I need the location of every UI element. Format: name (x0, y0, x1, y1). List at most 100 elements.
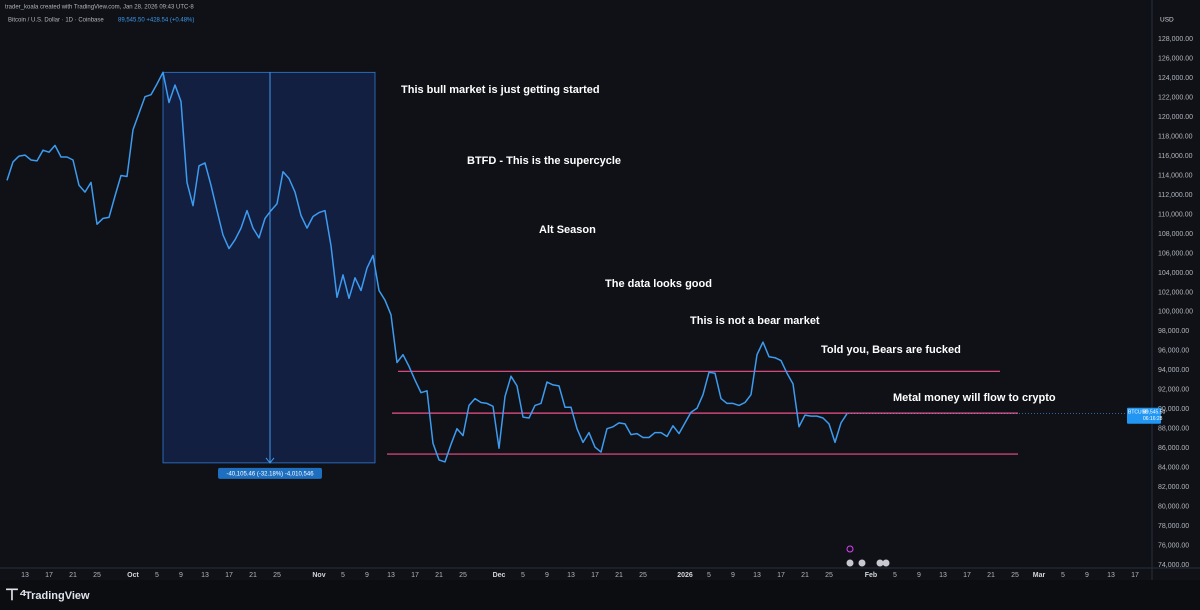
y-tick-label: 82,000.00 (1158, 484, 1189, 491)
x-tick-label: 21 (987, 572, 995, 579)
x-tick-label: 5 (893, 572, 897, 579)
footer-bar (0, 580, 1200, 610)
event-icon (858, 559, 866, 567)
y-tick-label: 78,000.00 (1158, 523, 1189, 530)
measure-label-bg (218, 467, 322, 479)
y-tick-label: 118,000.00 (1158, 133, 1193, 140)
x-tick-label: 9 (917, 572, 921, 579)
x-tick-label: 13 (21, 572, 29, 579)
y-tick-label: 74,000.00 (1158, 562, 1189, 569)
event-icon (846, 559, 854, 567)
y-tick-label: 100,000.00 (1158, 309, 1193, 316)
x-tick-label: 21 (801, 572, 809, 579)
y-tick-label: 94,000.00 (1158, 367, 1189, 374)
y-tick-label: 116,000.00 (1158, 153, 1193, 160)
last-price-label: 89,545.50 (1143, 410, 1165, 416)
x-tick-label: 21 (69, 572, 77, 579)
x-tick-label: 17 (777, 572, 785, 579)
x-tick-label: 25 (93, 572, 101, 579)
y-tick-label: 104,000.00 (1158, 270, 1193, 277)
x-tick-label: 9 (365, 572, 369, 579)
annotation: Told you, Bears are fucked (821, 344, 961, 356)
x-tick-label: 13 (387, 572, 395, 579)
y-tick-label: 126,000.00 (1158, 56, 1193, 63)
y-tick-label: 92,000.00 (1158, 387, 1189, 394)
currency: USD (1160, 17, 1174, 24)
x-tick-label: 9 (1085, 572, 1089, 579)
legend-series: Bitcoin / U.S. Dollar · 1D · Coinbase (8, 18, 104, 24)
x-tick-label: 17 (963, 572, 971, 579)
x-tick-label: 5 (521, 572, 525, 579)
event-icon (882, 559, 890, 567)
x-tick-label: 21 (615, 572, 623, 579)
x-tick-label: 25 (825, 572, 833, 579)
x-tick-label: 5 (341, 572, 345, 579)
y-tick-label: 122,000.00 (1158, 94, 1193, 101)
x-tick-label: Oct (127, 572, 139, 579)
annotation: BTFD - This is the supercycle (467, 155, 621, 167)
x-tick-label: 13 (1107, 572, 1115, 579)
price-line (6, 71, 848, 463)
y-tick-label: 128,000.00 (1158, 36, 1193, 43)
x-tick-label: 25 (273, 572, 281, 579)
y-tick-label: 88,000.00 (1158, 426, 1189, 433)
x-tick-label: 9 (545, 572, 549, 579)
x-tick-label: 5 (707, 572, 711, 579)
y-tick-label: 98,000.00 (1158, 328, 1189, 335)
footer-logo: ⊤⁴ (5, 587, 27, 604)
y-tick-label: 108,000.00 (1158, 231, 1193, 238)
x-tick-label: 5 (155, 572, 159, 579)
legend-quote: 89,545.50 +428.54 (+0.48%) (118, 18, 194, 24)
x-tick-label: 21 (249, 572, 257, 579)
last-price-symbol: BTCUSD (1128, 410, 1149, 416)
annotation: This is not a bear market (690, 315, 820, 327)
x-tick-label: Nov (312, 572, 325, 579)
y-tick-label: 120,000.00 (1158, 114, 1193, 121)
y-tick-label: 84,000.00 (1158, 465, 1189, 472)
x-tick-label: 9 (179, 572, 183, 579)
y-tick-label: 102,000.00 (1158, 289, 1193, 296)
y-tick-label: 76,000.00 (1158, 542, 1189, 549)
footer-brand: TradingView (25, 590, 90, 602)
x-tick-label: 21 (435, 572, 443, 579)
y-tick-label: 86,000.00 (1158, 445, 1189, 452)
x-tick-label: 25 (1011, 572, 1019, 579)
x-tick-label: Feb (865, 572, 877, 579)
measure-arrow-head (265, 457, 275, 464)
last-price-countdown: 06:16:28 (1143, 416, 1163, 422)
annotation: Alt Season (539, 224, 596, 236)
event-icon (846, 545, 854, 553)
y-tick-label: 90,000.00 (1158, 406, 1189, 413)
credit: trader_koala created with TradingView.co… (5, 5, 194, 11)
x-tick-label: 25 (639, 572, 647, 579)
measure-box (162, 71, 376, 464)
annotation: The data looks good (605, 278, 712, 290)
x-tick-label: 13 (201, 572, 209, 579)
last-price-tag (1127, 407, 1161, 424)
x-tick-label: 25 (459, 572, 467, 579)
drawings: -40,105.46 (-32.18%) -4,010,546 (162, 71, 1018, 479)
x-tick-label: 17 (591, 572, 599, 579)
x-tick-label: 13 (939, 572, 947, 579)
x-tick-label: 13 (753, 572, 761, 579)
x-tick-label: Mar (1033, 572, 1046, 579)
y-tick-label: 110,000.00 (1158, 211, 1193, 218)
x-tick-label: 17 (1131, 572, 1139, 579)
y-tick-label: 96,000.00 (1158, 348, 1189, 355)
measure-label: -40,105.46 (-32.18%) -4,010,546 (226, 471, 314, 477)
annotation: This bull market is just getting started (401, 84, 600, 96)
y-tick-label: 114,000.00 (1158, 172, 1193, 179)
event-icon (876, 559, 884, 567)
x-tick-label: 5 (1061, 572, 1065, 579)
event-icons (846, 545, 890, 567)
y-tick-label: 112,000.00 (1158, 192, 1193, 199)
x-tick-label: 17 (411, 572, 419, 579)
y-tick-label: 80,000.00 (1158, 503, 1189, 510)
y-tick-label: 124,000.00 (1158, 75, 1193, 82)
x-tick-label: Dec (493, 572, 506, 579)
x-tick-label: 17 (45, 572, 53, 579)
x-tick-label: 17 (225, 572, 233, 579)
y-tick-label: 106,000.00 (1158, 250, 1193, 257)
